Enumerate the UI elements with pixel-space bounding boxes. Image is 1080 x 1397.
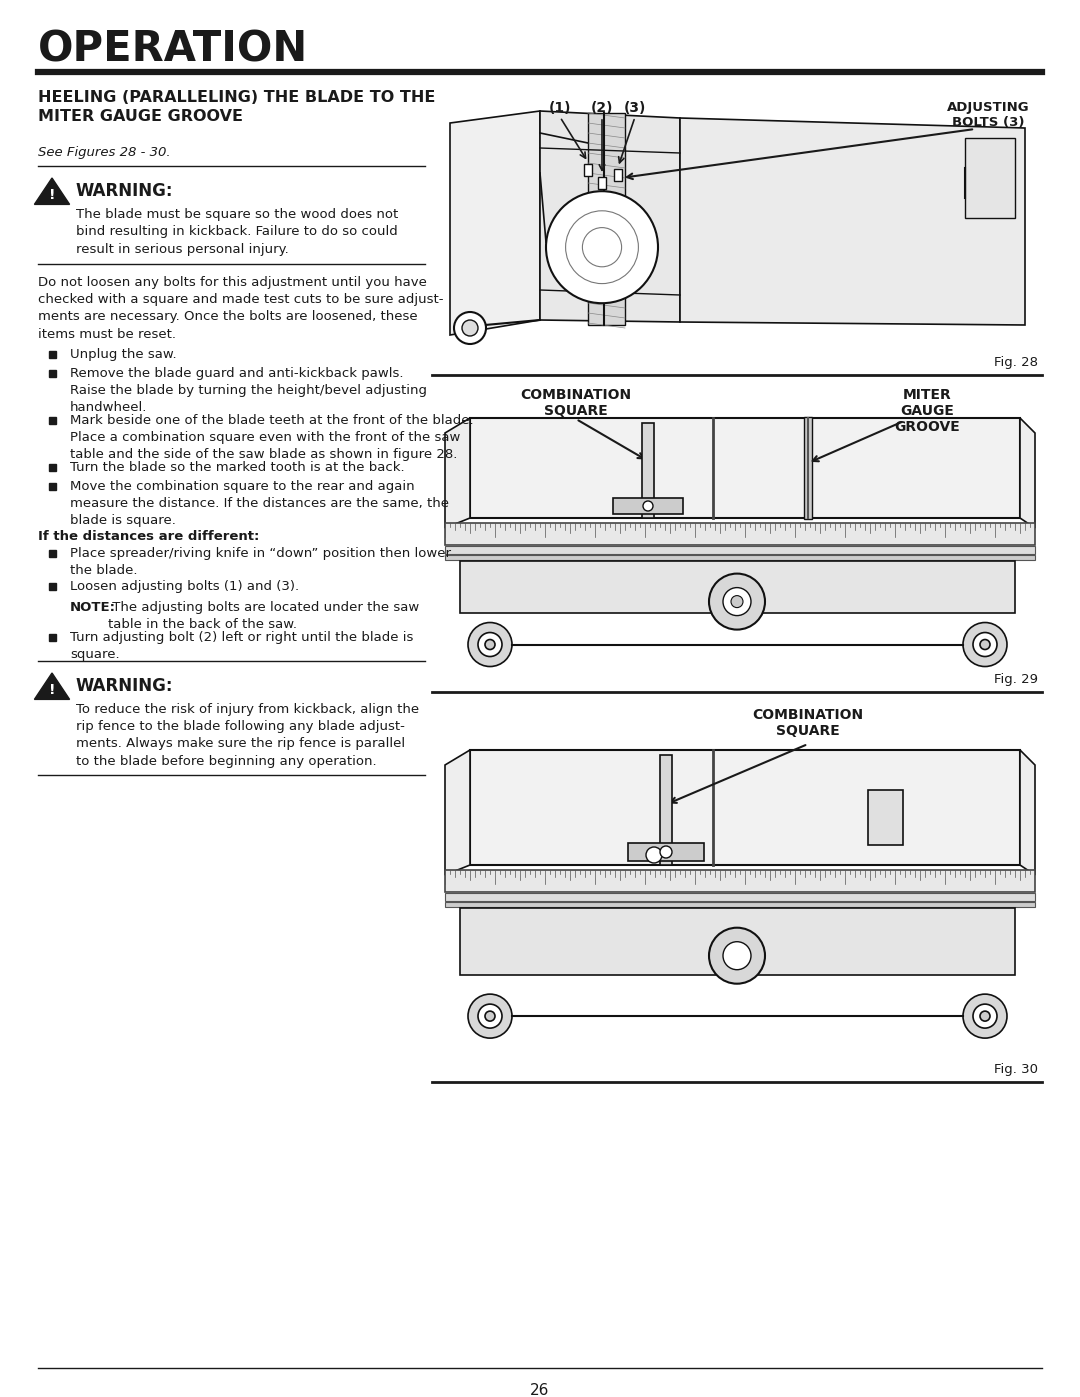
Bar (804, 416, 812, 520)
Bar (445, 893, 1035, 901)
Text: Unplug the saw.: Unplug the saw. (70, 348, 177, 360)
Polygon shape (35, 673, 69, 700)
Text: !: ! (49, 683, 55, 697)
Polygon shape (1020, 750, 1035, 875)
Circle shape (963, 623, 1007, 666)
Bar (868, 789, 903, 845)
Bar (598, 177, 606, 189)
Text: To reduce the risk of injury from kickback, align the
rip fence to the blade fol: To reduce the risk of injury from kickba… (76, 703, 419, 767)
Polygon shape (445, 418, 470, 528)
Text: NOTE:: NOTE: (70, 601, 116, 615)
Text: The blade must be square so the wood does not
bind resulting in kickback. Failur: The blade must be square so the wood doe… (76, 208, 399, 256)
Text: If the distances are different:: If the distances are different: (38, 529, 259, 543)
Circle shape (731, 595, 743, 608)
Circle shape (723, 588, 751, 616)
Text: Fig. 30: Fig. 30 (994, 1063, 1038, 1076)
Circle shape (478, 633, 502, 657)
Circle shape (485, 1011, 495, 1021)
Bar (49, 464, 55, 471)
Text: Mark beside one of the blade teeth at the front of the blade.
Place a combinatio: Mark beside one of the blade teeth at th… (70, 414, 474, 461)
Text: ADJUSTING
BOLTS (3): ADJUSTING BOLTS (3) (947, 101, 1030, 129)
Bar (49, 482, 55, 489)
Circle shape (468, 623, 512, 666)
Bar (49, 369, 55, 377)
Bar (966, 138, 1015, 218)
Polygon shape (470, 418, 1020, 518)
Text: WARNING:: WARNING: (76, 182, 174, 200)
Circle shape (973, 633, 997, 657)
Polygon shape (680, 117, 1025, 326)
Text: Move the combination square to the rear and again
measure the distance. If the d: Move the combination square to the rear … (70, 481, 449, 527)
Text: COMBINATION
SQUARE: COMBINATION SQUARE (521, 388, 632, 418)
Circle shape (973, 1004, 997, 1028)
Text: (1): (1) (549, 101, 571, 115)
Circle shape (468, 995, 512, 1038)
Text: 26: 26 (530, 1383, 550, 1397)
Bar (460, 562, 1015, 613)
Bar (49, 416, 55, 423)
Bar (642, 423, 654, 518)
Circle shape (462, 320, 478, 337)
Bar (660, 754, 672, 865)
Text: !: ! (49, 187, 55, 201)
Text: (2): (2) (591, 101, 613, 115)
Circle shape (454, 312, 486, 344)
Bar (49, 549, 55, 556)
Text: Fig. 28: Fig. 28 (994, 356, 1038, 369)
Polygon shape (445, 750, 470, 875)
Polygon shape (470, 750, 1020, 865)
Circle shape (478, 1004, 502, 1028)
Circle shape (660, 847, 672, 858)
Text: See Figures 28 - 30.: See Figures 28 - 30. (38, 147, 171, 159)
Circle shape (963, 995, 1007, 1038)
Circle shape (643, 502, 653, 511)
Polygon shape (540, 110, 680, 321)
Circle shape (980, 640, 990, 650)
Text: Loosen adjusting bolts (1) and (3).: Loosen adjusting bolts (1) and (3). (70, 580, 299, 592)
Bar (445, 555, 1035, 560)
Circle shape (485, 640, 495, 650)
Polygon shape (450, 110, 540, 335)
Text: Turn adjusting bolt (2) left or right until the blade is
square.: Turn adjusting bolt (2) left or right un… (70, 631, 414, 661)
Bar (615, 169, 622, 182)
Text: OPERATION: OPERATION (38, 28, 308, 70)
Circle shape (980, 1011, 990, 1021)
Text: Place spreader/riving knife in “down” position then lower
the blade.: Place spreader/riving knife in “down” po… (70, 548, 451, 577)
Bar (445, 902, 1035, 907)
Circle shape (546, 191, 658, 303)
Text: MITER
GAUGE
GROOVE: MITER GAUGE GROOVE (894, 388, 960, 434)
Bar (445, 870, 1035, 893)
Circle shape (723, 942, 751, 970)
Bar (613, 497, 683, 514)
Text: Turn the blade so the marked tooth is at the back.: Turn the blade so the marked tooth is at… (70, 461, 405, 474)
Text: COMBINATION
SQUARE: COMBINATION SQUARE (753, 708, 864, 738)
Bar (49, 583, 55, 590)
Bar (584, 163, 592, 176)
Text: Do not loosen any bolts for this adjustment until you have
checked with a square: Do not loosen any bolts for this adjustm… (38, 277, 444, 341)
Text: WARNING:: WARNING: (76, 678, 174, 694)
Bar (445, 522, 1035, 545)
Polygon shape (1020, 418, 1035, 528)
Text: Remove the blade guard and anti-kickback pawls.
Raise the blade by turning the h: Remove the blade guard and anti-kickback… (70, 367, 427, 414)
Text: HEELING (PARALLELING) THE BLADE TO THE
MITER GAUGE GROOVE: HEELING (PARALLELING) THE BLADE TO THE M… (38, 89, 435, 124)
Text: The adjusting bolts are located under the saw
table in the back of the saw.: The adjusting bolts are located under th… (108, 601, 419, 631)
Polygon shape (35, 177, 69, 204)
Bar (460, 908, 1015, 975)
Bar (445, 546, 1035, 555)
Text: Fig. 29: Fig. 29 (994, 673, 1038, 686)
Bar (627, 842, 704, 861)
Circle shape (646, 847, 662, 863)
Text: (3): (3) (624, 101, 646, 115)
Circle shape (708, 574, 765, 630)
Bar (49, 351, 55, 358)
Circle shape (708, 928, 765, 983)
Bar (49, 633, 55, 640)
Polygon shape (588, 113, 625, 326)
